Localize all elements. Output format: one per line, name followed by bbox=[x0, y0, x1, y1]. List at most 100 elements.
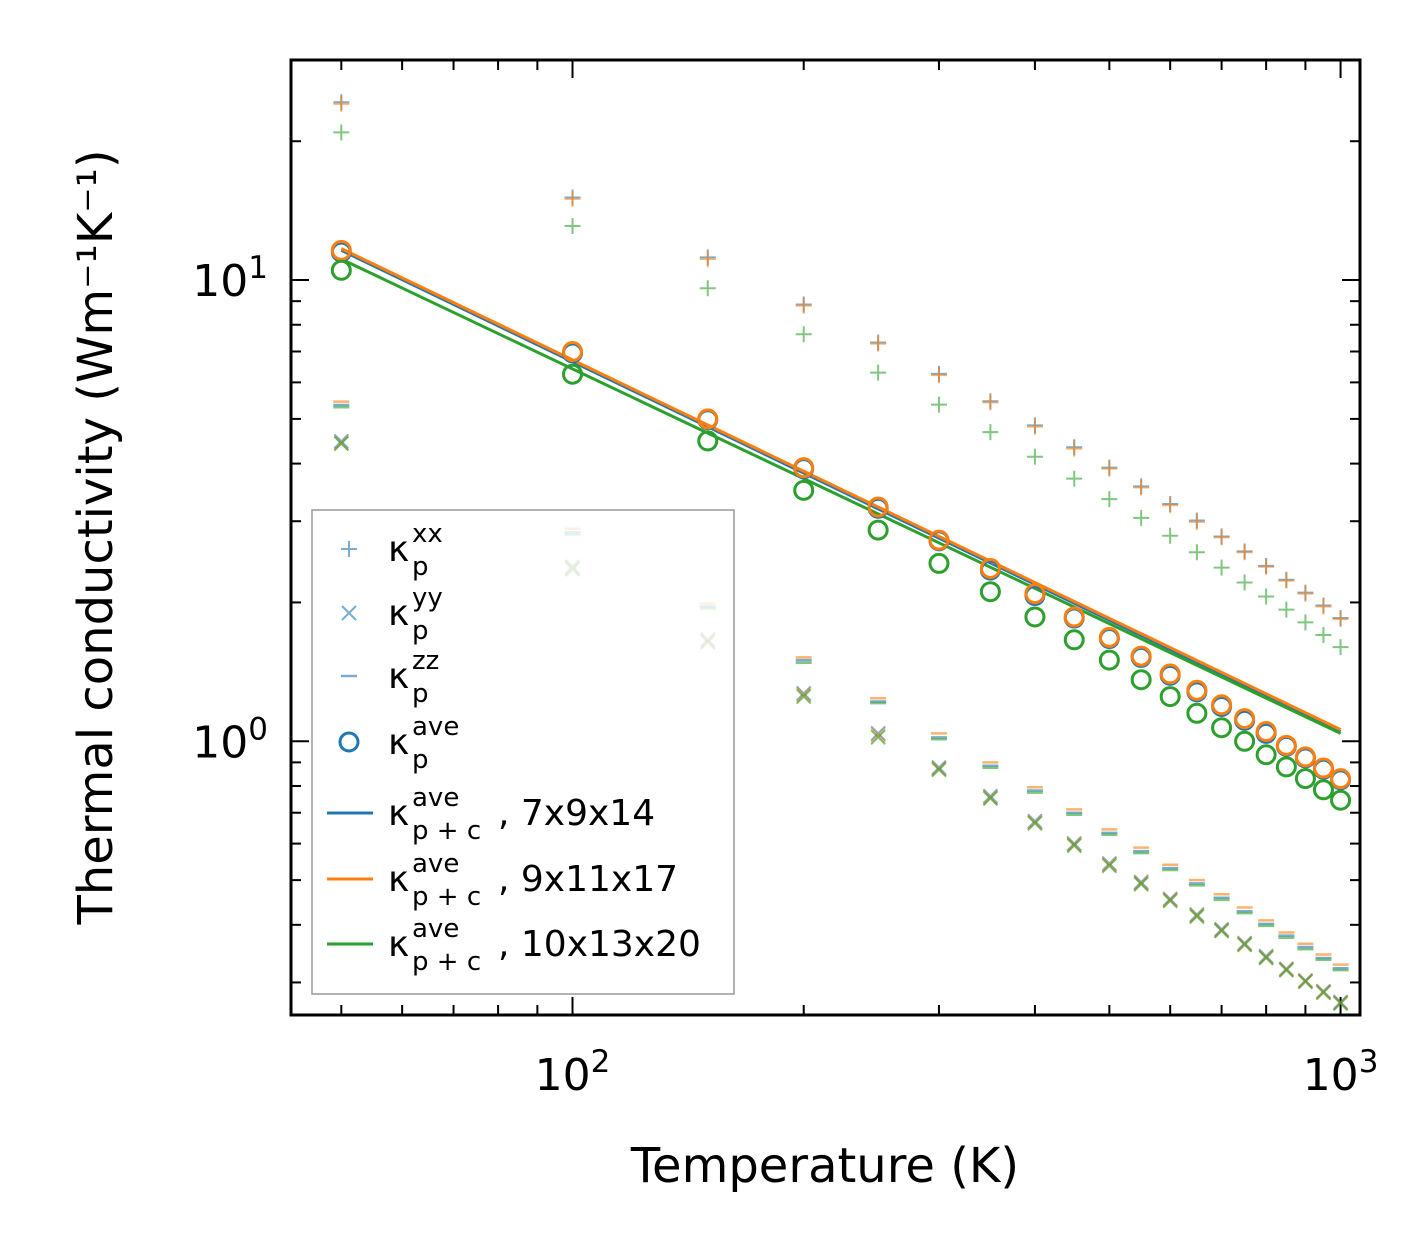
data-point-cross bbox=[1278, 962, 1295, 978]
data-point-circle bbox=[979, 581, 1001, 603]
data-point-circle bbox=[330, 239, 352, 261]
plot-frame bbox=[289, 58, 1362, 1017]
data-point-cross bbox=[796, 688, 812, 705]
data-point-plus bbox=[1213, 559, 1230, 576]
data-point-circle bbox=[697, 408, 719, 430]
data-point-circle bbox=[928, 529, 950, 551]
data-point-circle bbox=[1186, 679, 1208, 701]
data-point-cross bbox=[1133, 876, 1149, 892]
data-point-plus bbox=[1278, 601, 1295, 618]
data-point-cross-d2 bbox=[931, 761, 947, 778]
series-line-p-c-7x9x14 bbox=[340, 248, 1342, 733]
data-point-cross bbox=[796, 685, 812, 702]
data-point-circle bbox=[1024, 606, 1046, 628]
data-point-plus bbox=[795, 326, 812, 343]
data-point-plus bbox=[1188, 513, 1205, 530]
data-point-circle bbox=[1312, 779, 1334, 801]
data-point-cross-d2 bbox=[1278, 962, 1295, 978]
data-point-cross bbox=[1027, 815, 1043, 832]
data-point-plus bbox=[1236, 544, 1253, 561]
data-point-plus bbox=[930, 367, 947, 384]
data-point-circle bbox=[1024, 583, 1046, 605]
data-point-plus bbox=[1101, 460, 1118, 477]
data-point-cross-d2 bbox=[870, 725, 886, 742]
data-point-cross bbox=[931, 761, 947, 778]
data-point-circle bbox=[1294, 768, 1316, 790]
data-point-cross bbox=[982, 790, 999, 807]
legend-marker-circle bbox=[338, 731, 360, 753]
axis-ticks bbox=[291, 59, 1360, 1015]
legend-label: κ ave p + c, 7x9x14 bbox=[388, 783, 655, 846]
data-point-plus bbox=[1258, 558, 1275, 575]
series-ave-10x13x20 bbox=[330, 259, 1352, 811]
data-point-circle bbox=[1130, 645, 1152, 667]
data-point-plus bbox=[982, 424, 999, 441]
series-zz-9x11x17 bbox=[333, 400, 1349, 966]
legend-entry: κ ave p + c, 9x11x17 bbox=[327, 849, 678, 912]
data-point-circle bbox=[1255, 744, 1277, 766]
data-point-plus bbox=[1315, 626, 1332, 643]
data-point-cross-d2 bbox=[870, 727, 886, 744]
data-point-plus bbox=[1101, 491, 1118, 508]
data-point-cross-d2 bbox=[1027, 815, 1043, 832]
data-point-circle bbox=[1294, 746, 1316, 768]
data-point-circle bbox=[1312, 757, 1334, 779]
data-point-cross-d2 bbox=[796, 687, 812, 703]
data-point-cross-d2 bbox=[333, 435, 350, 452]
data-point-plus bbox=[1133, 479, 1150, 496]
data-point-cross bbox=[1258, 950, 1274, 966]
data-point-plus bbox=[982, 394, 999, 411]
data-point-plus bbox=[795, 297, 812, 314]
data-point-plus bbox=[1026, 418, 1043, 435]
data-point-cross bbox=[1297, 974, 1314, 990]
data-point-plus bbox=[1297, 614, 1314, 631]
data-point-cross bbox=[1213, 923, 1230, 939]
data-point-plus bbox=[1297, 585, 1314, 602]
data-point-plus bbox=[564, 190, 581, 207]
data-point-cross-d2 bbox=[1236, 937, 1253, 953]
x-axis-label: Temperature (K) bbox=[630, 1138, 1019, 1194]
data-point-plus bbox=[699, 251, 716, 268]
data-point-circle bbox=[928, 552, 950, 574]
data-point-circle bbox=[1186, 702, 1208, 724]
data-point-plus bbox=[1236, 574, 1253, 591]
data-point-cross-d2 bbox=[796, 688, 812, 705]
data-point-cross-d2 bbox=[1213, 923, 1230, 939]
data-point-circle bbox=[1275, 756, 1297, 778]
data-point-circle bbox=[1098, 649, 1120, 671]
data-point-cross bbox=[1101, 858, 1118, 874]
y-tick-label: 101 bbox=[192, 250, 268, 307]
data-point-cross bbox=[1162, 893, 1178, 909]
data-point-plus bbox=[1332, 611, 1349, 628]
legend-entry: κ xx p bbox=[341, 519, 443, 582]
data-point-cross-d2 bbox=[1066, 837, 1082, 854]
data-point-circle bbox=[867, 519, 889, 541]
legend-label: κ xx p bbox=[388, 519, 443, 582]
data-point-circle bbox=[793, 479, 815, 501]
legend-label: κ ave p + c, 10x13x20 bbox=[388, 914, 701, 977]
data-point-plus bbox=[1213, 529, 1230, 546]
legend-entry: κ yy p bbox=[341, 583, 443, 646]
data-point-plus bbox=[1026, 448, 1043, 465]
legend-entry: κ ave p bbox=[338, 712, 459, 775]
legend-entry: κ ave p + c, 7x9x14 bbox=[327, 783, 655, 846]
data-point-plus bbox=[1066, 470, 1083, 487]
data-point-circle bbox=[1255, 721, 1277, 743]
data-point-plus bbox=[1066, 440, 1083, 457]
plot-data bbox=[330, 94, 1352, 1012]
series-ave-9x11x17 bbox=[330, 239, 1352, 790]
x-tick-label: 103 bbox=[1303, 1044, 1379, 1101]
data-point-cross-d2 bbox=[1101, 858, 1118, 874]
legend-marker-cross-d2 bbox=[341, 605, 357, 621]
data-point-circle bbox=[1234, 730, 1256, 752]
y-axis-label: Thermal conductivity (Wm⁻¹K⁻¹) bbox=[68, 149, 124, 925]
data-point-plus bbox=[1162, 497, 1179, 514]
data-point-cross-d2 bbox=[796, 685, 812, 702]
data-point-circle bbox=[1211, 717, 1233, 739]
data-point-cross bbox=[1315, 985, 1332, 1001]
data-point-circle bbox=[979, 557, 1001, 579]
data-point-circle bbox=[330, 259, 352, 281]
data-point-cross-d2 bbox=[982, 790, 999, 807]
